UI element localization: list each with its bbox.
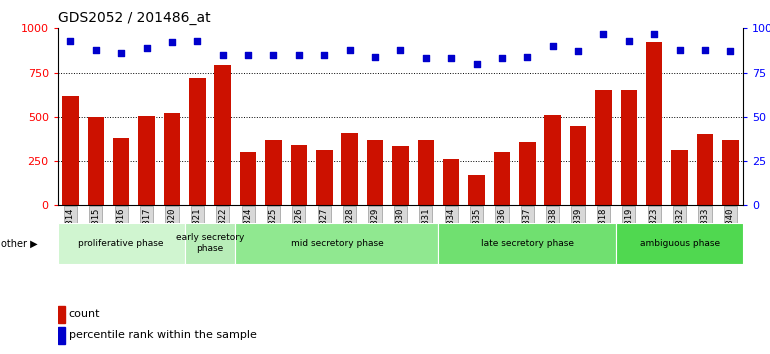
Point <box>598 31 610 36</box>
Text: other ▶: other ▶ <box>1 238 38 249</box>
Bar <box>58 306 65 323</box>
Point <box>648 31 661 36</box>
Text: count: count <box>69 309 100 319</box>
Point <box>369 54 381 59</box>
Point <box>572 48 584 54</box>
Point <box>496 56 508 61</box>
Bar <box>544 115 561 205</box>
Bar <box>113 138 129 205</box>
Bar <box>240 152 256 205</box>
Point <box>674 47 686 52</box>
Bar <box>519 143 536 205</box>
Text: late secretory phase: late secretory phase <box>480 239 574 248</box>
Point <box>699 47 711 52</box>
Bar <box>265 140 282 205</box>
Point <box>623 38 635 44</box>
Point <box>343 47 356 52</box>
Point <box>420 56 432 61</box>
Bar <box>185 223 236 264</box>
Bar <box>164 113 180 205</box>
Bar <box>189 78 206 205</box>
Point <box>267 52 280 58</box>
Point <box>725 48 737 54</box>
Point <box>115 50 127 56</box>
Bar <box>671 149 688 205</box>
Point <box>293 52 305 58</box>
Bar <box>290 145 307 205</box>
Bar <box>443 159 460 205</box>
Point <box>191 38 203 44</box>
Point <box>89 47 102 52</box>
Bar <box>316 149 333 205</box>
Bar <box>417 140 434 205</box>
Point <box>166 40 178 45</box>
Text: percentile rank within the sample: percentile rank within the sample <box>69 330 256 341</box>
Bar <box>697 134 713 205</box>
Bar <box>139 116 155 205</box>
Bar <box>392 146 409 205</box>
Point <box>394 47 407 52</box>
Point <box>521 54 534 59</box>
Bar <box>62 96 79 205</box>
Point <box>318 52 330 58</box>
Text: ambiguous phase: ambiguous phase <box>640 239 720 248</box>
Bar <box>215 65 231 205</box>
Bar <box>438 223 616 264</box>
Point <box>445 56 457 61</box>
Bar <box>722 140 738 205</box>
Bar <box>58 223 185 264</box>
Text: GDS2052 / 201486_at: GDS2052 / 201486_at <box>58 11 210 25</box>
Bar <box>570 126 586 205</box>
Bar <box>367 140 383 205</box>
Text: proliferative phase: proliferative phase <box>79 239 164 248</box>
Bar <box>595 90 611 205</box>
Bar <box>494 152 511 205</box>
Point <box>140 45 152 51</box>
Bar <box>58 327 65 344</box>
Point <box>216 52 229 58</box>
Bar <box>616 223 743 264</box>
Point <box>547 43 559 49</box>
Bar <box>341 133 358 205</box>
Bar <box>621 90 637 205</box>
Point <box>470 61 483 67</box>
Point <box>242 52 254 58</box>
Bar <box>646 42 662 205</box>
Text: mid secretory phase: mid secretory phase <box>290 239 383 248</box>
Bar <box>88 117 104 205</box>
Bar <box>236 223 438 264</box>
Text: early secretory
phase: early secretory phase <box>176 233 244 253</box>
Bar <box>468 175 485 205</box>
Point <box>64 38 76 44</box>
